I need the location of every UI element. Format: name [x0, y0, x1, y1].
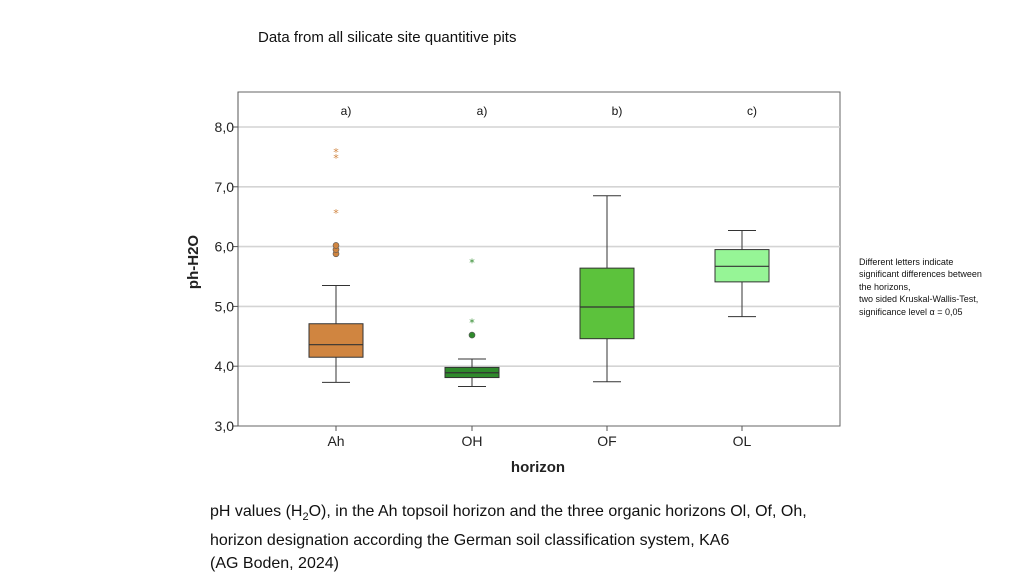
- extreme-point: *: [469, 257, 475, 270]
- x-tick-label: Ah: [327, 433, 344, 449]
- boxes: a)***a)**b) c): [308, 104, 770, 388]
- note-line: significant differences between: [859, 269, 982, 280]
- y-tick-label: 3,0: [215, 418, 235, 434]
- caption-line-3: (AG Boden, 2024): [210, 555, 339, 573]
- significance-letter: b): [612, 104, 623, 118]
- caption-line-1-start: pH values (H: [210, 503, 303, 520]
- page-title: Data from all silicate site quantitive p…: [258, 29, 517, 46]
- note-line: two sided Kruskal-Wallis-Test,: [859, 294, 979, 305]
- significance-letter: a): [341, 104, 352, 118]
- significance-letter: c): [747, 104, 757, 118]
- note-line: Different letters indicate: [859, 257, 954, 267]
- caption-line-1: pH values (H2O), in the Ah topsoil horiz…: [210, 500, 807, 529]
- significance-letter: a): [477, 104, 488, 118]
- extreme-point: *: [333, 152, 339, 165]
- box-ah: a)***: [308, 104, 364, 383]
- caption-line-1-end: O), in the Ah topsoil horizon and the th…: [308, 503, 807, 520]
- extreme-point: *: [333, 207, 339, 220]
- x-tick-label: OL: [733, 433, 752, 449]
- iqr-box: [308, 323, 364, 358]
- y-tick-label: 7,0: [215, 179, 235, 195]
- caption-line-2: horizon designation according the German…: [210, 532, 730, 550]
- y-tick-label: 4,0: [215, 358, 235, 374]
- y-tick-label: 8,0: [215, 119, 235, 135]
- note-line: significance level α = 0,05: [859, 306, 963, 317]
- x-tick-label: OH: [462, 433, 483, 449]
- extreme-point: *: [469, 316, 475, 329]
- outlier-point: [468, 331, 476, 339]
- x-axis-label: horizon: [511, 459, 565, 476]
- figure-caption: pH values (H2O), in the Ah topsoil horiz…: [210, 500, 807, 575]
- caption-subscript: 2: [302, 511, 309, 524]
- box-ol: c): [714, 104, 770, 318]
- y-axis: 3,0 4,0 5,0 6,0 7,0 8,0: [215, 92, 239, 434]
- y-axis-label: ph-H2O: [185, 235, 202, 289]
- x-axis: Ah OH OF OL: [327, 426, 752, 449]
- note-line: the horizons,: [859, 281, 911, 292]
- box-of: b): [579, 104, 635, 383]
- outlier-point: [332, 242, 340, 249]
- x-tick-label: OF: [597, 433, 616, 449]
- significance-note: Different letters indicate significant d…: [859, 256, 1019, 318]
- y-tick-label: 6,0: [215, 239, 235, 255]
- y-tick-label: 5,0: [215, 298, 235, 314]
- box-oh: a) * *: [444, 104, 500, 388]
- iqr-box: [579, 267, 635, 340]
- extreme-point: *: [333, 146, 339, 159]
